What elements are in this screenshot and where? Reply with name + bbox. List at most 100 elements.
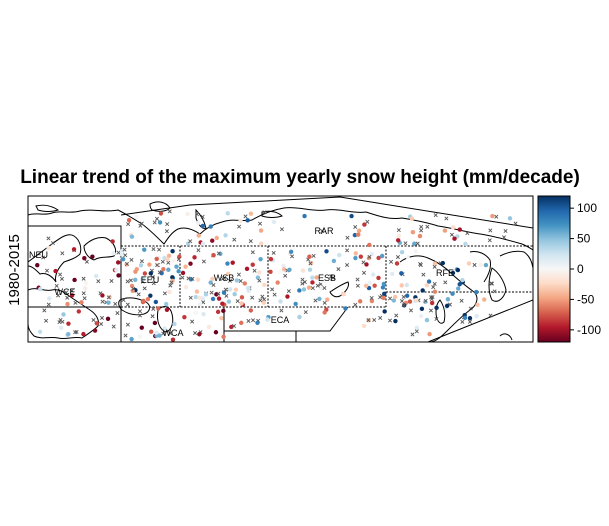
station-dot-marker [363,283,369,289]
station-dot-marker [154,330,159,335]
station-dot-marker [166,253,172,259]
station-cross-marker [164,229,169,234]
station-dot-marker [442,228,448,233]
station-dot-marker [129,336,134,342]
station-cross-marker [157,247,162,252]
station-cross-marker [176,257,181,262]
station-cross-marker [99,321,104,327]
station-dot-marker [200,296,206,301]
station-dot-marker [214,235,219,241]
station-cross-marker [216,291,221,296]
station-dot-marker [172,321,177,327]
station-cross-marker [315,283,320,288]
station-dot-marker [394,261,400,266]
station-dot-marker [164,301,169,307]
station-cross-marker [154,216,159,221]
station-dot-marker [255,275,261,280]
station-cross-marker [492,289,497,294]
station-dot-marker [248,211,254,216]
station-dot-marker [317,296,322,302]
station-dot-marker [399,249,405,255]
station-cross-marker [396,228,401,233]
station-dot-marker [154,256,159,262]
station-dot-marker [116,273,121,278]
station-dot-marker [460,277,465,283]
station-dot-marker [419,306,425,312]
station-cross-marker [69,288,74,293]
station-dot-marker [396,233,402,239]
station-dot-marker [277,269,283,274]
station-cross-marker [224,293,229,298]
station-dot-marker [399,271,404,276]
station-cross-marker [403,241,408,246]
station-cross-marker [111,324,116,329]
station-dot-marker [248,308,254,313]
station-cross-marker [74,329,79,334]
station-dot-marker [300,268,306,273]
station-dot-marker [245,218,250,223]
station-dot-marker [307,254,312,259]
station-dot-marker [445,297,451,302]
station-cross-marker [260,294,265,299]
station-dot-marker [188,261,193,266]
region-label-rfe: RFE [436,268,454,278]
station-cross-marker [488,228,493,233]
station-dot-marker [183,264,188,269]
station-cross-marker [513,221,518,226]
station-dot-marker [200,241,206,246]
station-cross-marker [236,272,241,277]
station-dot-marker [268,269,273,275]
station-dot-marker [82,286,88,291]
station-cross-marker [432,281,437,286]
station-cross-marker [449,232,454,237]
station-dot-marker [147,262,152,267]
station-dot-marker [356,232,361,237]
colorbar-gradient [538,196,570,342]
station-cross-marker [467,319,472,324]
station-cross-marker [250,250,255,255]
colorbar-ticks: 100 50 0 -50 -100 [570,201,601,337]
station-cross-marker [201,259,206,264]
station-dot-marker [314,275,319,280]
station-dot-marker [35,262,40,268]
station-cross-marker [444,216,449,221]
station-cross-marker [410,332,415,337]
station-cross-marker [46,302,51,307]
station-dot-marker [238,218,243,223]
station-cross-marker [160,259,165,264]
station-cross-marker [238,279,243,284]
station-dot-marker [478,262,484,268]
station-cross-marker [151,306,156,311]
station-markers [35,209,518,342]
station-dot-marker [432,289,438,294]
station-cross-marker [155,263,160,268]
station-cross-marker [345,235,350,240]
station-dot-marker [176,269,181,274]
station-dot-marker [381,295,386,301]
station-cross-marker [353,302,358,307]
station-dot-marker [450,291,455,296]
station-cross-marker [46,236,51,241]
station-dot-marker [399,283,404,288]
station-cross-marker [126,222,131,227]
station-dot-marker [38,286,43,292]
station-dot-marker [106,300,111,305]
station-cross-marker [232,237,237,242]
region-label-eca: ECA [271,315,290,325]
station-cross-marker [258,298,263,303]
station-dot-marker [183,285,189,290]
station-dot-marker [170,275,175,280]
station-dot-marker [239,301,244,306]
station-cross-marker [222,275,227,281]
region-label-rar: RAR [314,226,334,236]
station-dot-marker [392,294,398,300]
station-dot-marker [140,276,145,282]
station-dot-marker [239,320,244,326]
station-dot-marker [337,252,342,258]
station-cross-marker [369,296,374,301]
station-dot-marker [341,291,346,297]
station-dot-marker [482,297,487,302]
station-cross-marker [389,259,394,264]
station-cross-marker [237,224,242,229]
station-dot-marker [221,308,226,314]
